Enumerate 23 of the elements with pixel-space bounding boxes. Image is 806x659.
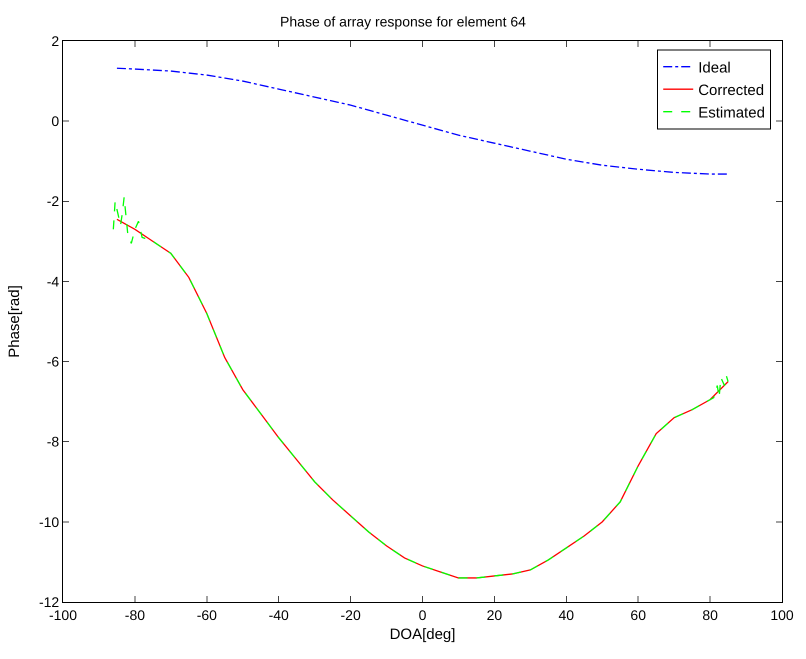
legend-label: Ideal <box>698 60 731 77</box>
y-tick-label: -8 <box>46 434 60 450</box>
x-tick-label: 60 <box>630 606 646 623</box>
legend-label: Estimated <box>698 104 765 122</box>
x-tick-label: 20 <box>486 606 502 623</box>
y-tick-label: 2 <box>51 32 60 49</box>
x-tick-label: -80 <box>124 606 146 623</box>
x-axis-title: DOA[deg] <box>390 626 456 643</box>
y-tick-label: -6 <box>46 353 60 370</box>
y-axis-title: Phase[rad] <box>6 285 24 358</box>
x-tick-label: 80 <box>702 606 718 623</box>
y-tick-label: -2 <box>46 193 60 210</box>
x-tick-label: -60 <box>196 606 218 623</box>
chart-title: Phase of array response for element 64 <box>280 13 526 30</box>
y-tick-label: -10 <box>38 514 60 530</box>
x-tick-label: -20 <box>340 606 361 623</box>
y-tick-label: -4 <box>46 273 60 290</box>
x-tick-label: -40 <box>268 606 290 623</box>
legend-label: Corrected <box>698 82 764 100</box>
x-tick-label: 100 <box>770 606 794 623</box>
y-tick-label: 0 <box>51 113 60 130</box>
x-tick-label: 40 <box>558 606 574 623</box>
x-tick-label: 0 <box>418 606 427 623</box>
